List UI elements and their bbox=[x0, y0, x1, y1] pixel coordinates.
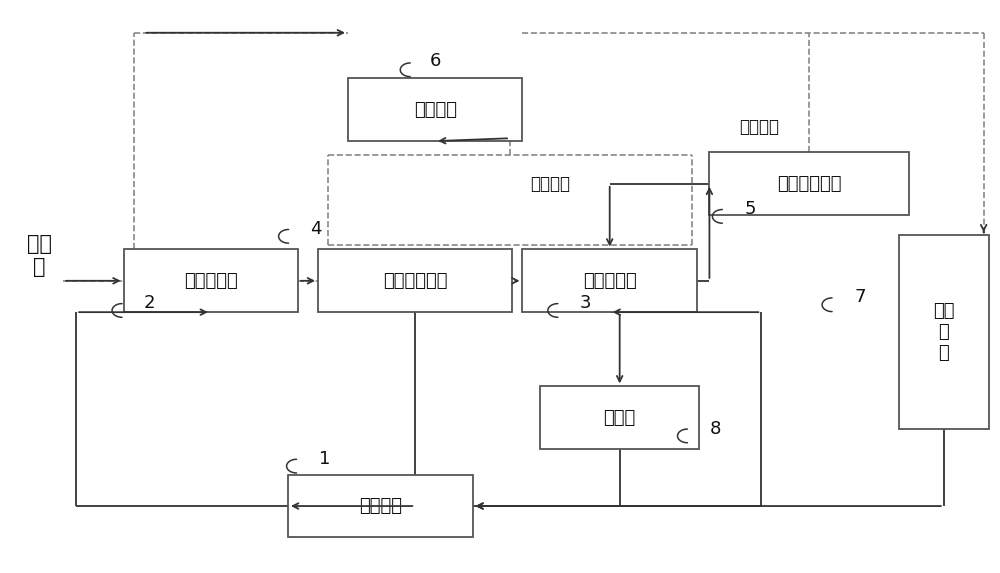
FancyBboxPatch shape bbox=[124, 249, 298, 312]
Text: 6: 6 bbox=[430, 52, 442, 70]
Text: 氨压缩机: 氨压缩机 bbox=[414, 101, 457, 119]
Text: 8: 8 bbox=[709, 419, 721, 438]
Text: 2: 2 bbox=[144, 294, 155, 312]
FancyBboxPatch shape bbox=[522, 249, 697, 312]
Text: 第二氨冷器: 第二氨冷器 bbox=[583, 272, 637, 290]
FancyBboxPatch shape bbox=[288, 474, 473, 537]
Text: 4: 4 bbox=[311, 220, 322, 238]
Text: 次级气体: 次级气体 bbox=[739, 118, 779, 136]
Text: 初级气体: 初级气体 bbox=[530, 175, 570, 193]
Text: 第一氨分离器: 第一氨分离器 bbox=[777, 175, 841, 193]
FancyBboxPatch shape bbox=[348, 79, 522, 141]
Text: 合成
气: 合成 气 bbox=[27, 234, 52, 277]
Text: 液氨贮槽: 液氨贮槽 bbox=[359, 497, 402, 515]
FancyBboxPatch shape bbox=[318, 249, 512, 312]
Text: 第一氨分离器: 第一氨分离器 bbox=[383, 272, 447, 290]
FancyBboxPatch shape bbox=[899, 235, 989, 429]
FancyBboxPatch shape bbox=[709, 152, 909, 215]
Text: 7: 7 bbox=[854, 288, 866, 307]
Text: 5: 5 bbox=[744, 200, 756, 218]
FancyBboxPatch shape bbox=[540, 386, 699, 449]
Text: 3: 3 bbox=[580, 294, 591, 312]
Text: 冷氨泵: 冷氨泵 bbox=[604, 409, 636, 427]
Text: 第一氨冷器: 第一氨冷器 bbox=[184, 272, 238, 290]
Text: 1: 1 bbox=[319, 450, 330, 468]
Text: 氨冷
凝
器: 氨冷 凝 器 bbox=[933, 303, 955, 362]
